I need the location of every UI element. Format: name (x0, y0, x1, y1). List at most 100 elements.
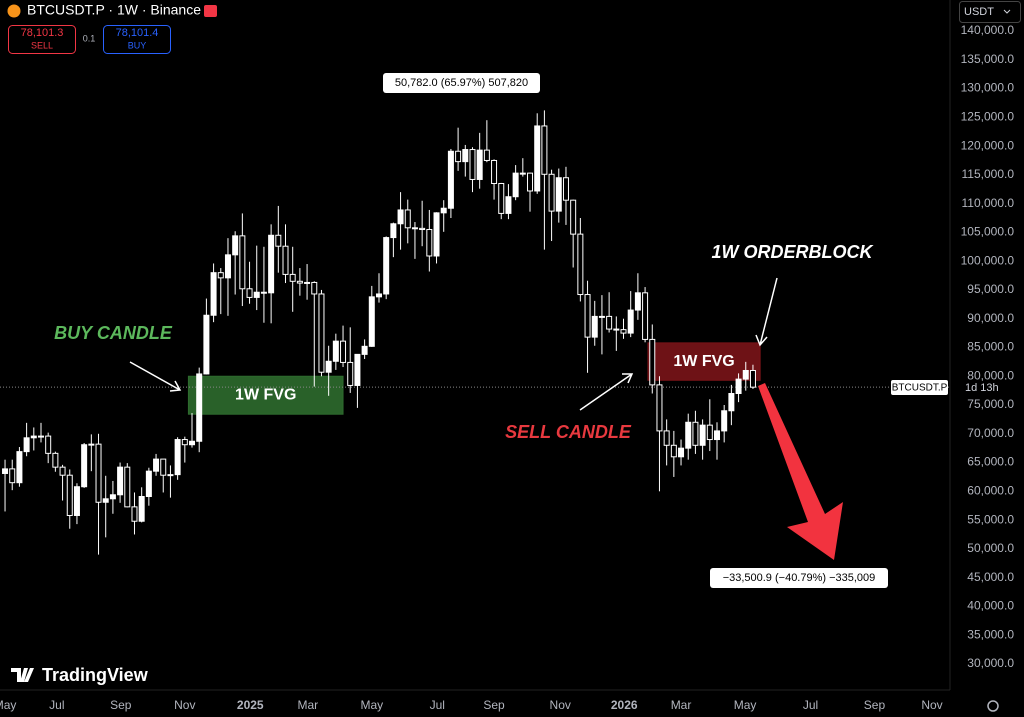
candle-body (527, 172, 534, 192)
measure-label: 50,782.0 (65.97%) 507,820 (395, 77, 528, 89)
candle-body (361, 345, 368, 355)
candle-body (23, 437, 30, 453)
candle-body (721, 410, 728, 432)
currency: USDT (964, 6, 994, 18)
x-tick-label: Jul (49, 698, 64, 712)
candle-body (275, 234, 282, 247)
y-tick-label: 70,000.0 (967, 426, 1014, 440)
candle-body (81, 444, 88, 488)
sell-candle-note: SELL CANDLE (505, 422, 632, 442)
orderblock-note: 1W ORDERBLOCK (712, 242, 875, 262)
x-tick-label: Mar (671, 698, 692, 712)
candle-body (232, 235, 239, 256)
coin-icon (7, 4, 21, 18)
y-tick-label: 130,000.0 (961, 81, 1015, 95)
y-tick-label: 115,000.0 (962, 167, 1015, 181)
candle-body (52, 452, 59, 468)
candle-body (2, 468, 9, 474)
candle-body (181, 439, 188, 446)
candle-body (189, 440, 196, 446)
candle-body (102, 498, 109, 503)
candle-body (634, 292, 641, 311)
buy-candle-note: BUY CANDLE (54, 323, 173, 343)
candle-body (404, 209, 411, 229)
candle-body (167, 474, 174, 477)
candle-body (426, 229, 433, 257)
y-tick-label: 60,000.0 (967, 483, 1014, 497)
flag-icon[interactable] (204, 5, 217, 17)
projection-arrow (758, 383, 843, 560)
currency-dropdown[interactable] (959, 1, 1021, 23)
buy-label: BUY (128, 40, 147, 50)
candle-body (491, 159, 498, 184)
candle-body (706, 424, 713, 441)
candle-body (570, 199, 577, 235)
y-tick-label: 40,000.0 (967, 599, 1014, 613)
candle-body (66, 474, 73, 516)
candle-body (268, 234, 275, 294)
brand-name: TradingView (42, 665, 149, 685)
x-tick-label: May (0, 698, 16, 712)
candle-body (383, 237, 390, 295)
tag-countdown: 1d 13h (965, 382, 999, 394)
y-tick-label: 135,000.0 (961, 52, 1015, 66)
candle-body (174, 439, 181, 476)
candle-body (642, 292, 649, 340)
candle-body (440, 207, 447, 214)
x-tick-label: Nov (550, 698, 571, 712)
candle-body (483, 149, 490, 161)
y-tick-label: 50,000.0 (967, 541, 1014, 555)
candle-body (548, 173, 555, 212)
candle-body (713, 430, 720, 441)
y-tick-label: 30,000.0 (967, 656, 1014, 670)
candle-body (131, 506, 138, 522)
x-tick-label: Nov (921, 698, 942, 712)
x-tick-label: Sep (864, 698, 886, 712)
x-tick-label: Sep (483, 698, 505, 712)
candle-body (663, 430, 670, 446)
settings-icon[interactable] (987, 700, 999, 712)
candle-body (411, 227, 418, 230)
y-tick-label: 120,000.0 (961, 138, 1015, 152)
x-tick-label: Sep (110, 698, 132, 712)
candle-body (606, 315, 613, 330)
candle-body (37, 435, 44, 438)
candle-body (354, 353, 361, 386)
candle-body (419, 227, 426, 231)
buy-price: 78,101.4 (116, 27, 159, 39)
candle-body (368, 296, 375, 347)
candle-body (728, 393, 735, 412)
candle-body (749, 369, 756, 388)
chevron (1003, 9, 1011, 14)
candle-body (347, 361, 354, 386)
measure-label: −33,500.9 (−40.79%) −335,009 (723, 572, 876, 584)
candle-body (160, 458, 167, 476)
y-tick-label: 100,000.0 (961, 253, 1015, 267)
candle-body (613, 328, 620, 331)
y-tick-label: 105,000.0 (961, 225, 1015, 239)
x-tick-label: May (360, 698, 383, 712)
candle-body (145, 470, 152, 497)
candle-body (462, 149, 469, 163)
candle-body (117, 466, 124, 496)
candle-body (88, 443, 95, 446)
candle-body (534, 125, 541, 192)
sell-button[interactable] (8, 25, 76, 54)
candle-body (649, 338, 656, 386)
fvg-zone (187, 375, 344, 415)
candle-body (476, 149, 483, 180)
plot: 1W FVG 1W FVG (0, 110, 950, 555)
candle-body (656, 384, 663, 432)
candle-body (210, 272, 217, 316)
candle-body (390, 223, 397, 239)
candle-body (16, 451, 23, 484)
candle-body (498, 182, 505, 214)
x-tick-label: Nov (174, 698, 195, 712)
candle-body (742, 369, 749, 380)
candle-body (397, 209, 404, 225)
candle-body (447, 150, 454, 209)
candle-body (289, 273, 296, 282)
measure-box (383, 73, 540, 93)
buy-button[interactable] (103, 25, 171, 54)
